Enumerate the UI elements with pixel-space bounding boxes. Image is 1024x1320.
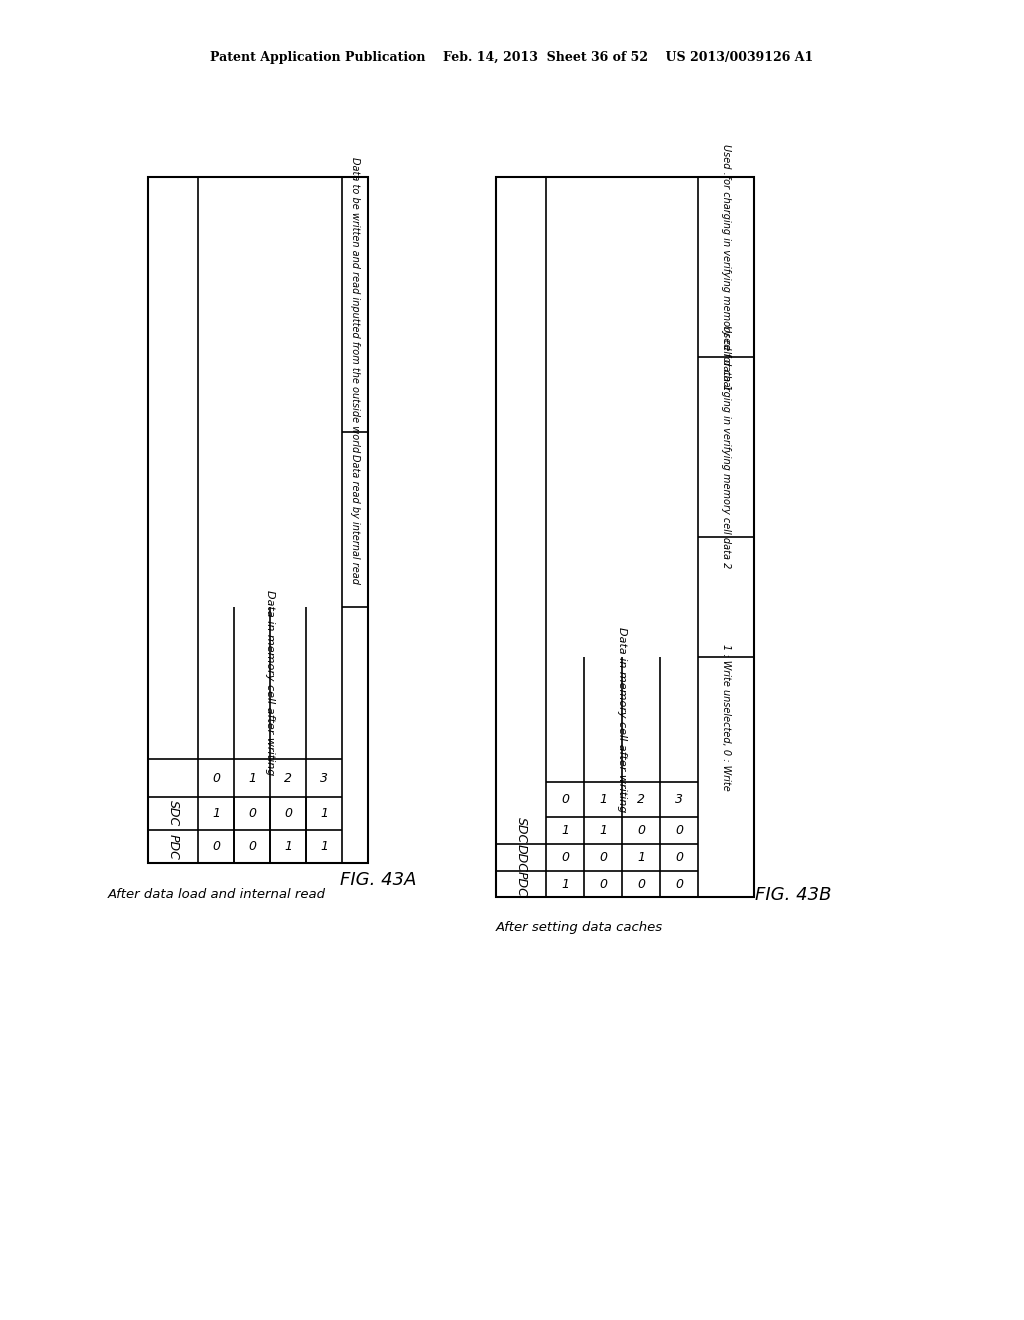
- Text: 3: 3: [675, 793, 683, 807]
- Text: 0: 0: [284, 807, 292, 820]
- Text: 2: 2: [637, 793, 645, 807]
- Text: 0: 0: [637, 878, 645, 891]
- Text: Data in memory cell after writing: Data in memory cell after writing: [617, 627, 627, 812]
- Text: 1: 1: [561, 878, 569, 891]
- Text: 1: 1: [319, 840, 328, 853]
- Text: 0: 0: [561, 793, 569, 807]
- Text: After data load and internal read: After data load and internal read: [108, 888, 326, 902]
- Text: 0: 0: [675, 878, 683, 891]
- Text: Data read by internal read: Data read by internal read: [350, 454, 360, 585]
- Text: 0: 0: [212, 840, 220, 853]
- Text: After setting data caches: After setting data caches: [496, 921, 664, 935]
- Text: 0: 0: [599, 878, 607, 891]
- Text: Patent Application Publication    Feb. 14, 2013  Sheet 36 of 52    US 2013/00391: Patent Application Publication Feb. 14, …: [210, 51, 814, 65]
- Bar: [496, 177, 754, 898]
- Text: 0: 0: [675, 824, 683, 837]
- Text: 3: 3: [319, 771, 328, 784]
- Text: 1 : Write unselected, 0 : Write: 1 : Write unselected, 0 : Write: [721, 644, 731, 791]
- Text: 0: 0: [212, 771, 220, 784]
- Text: FIG. 43A: FIG. 43A: [340, 871, 416, 888]
- Text: Used for charging in verifying memory cell data 2: Used for charging in verifying memory ce…: [721, 325, 731, 569]
- Text: 0: 0: [637, 824, 645, 837]
- Text: 0: 0: [561, 851, 569, 865]
- Text: Data in memory cell after writing: Data in memory cell after writing: [265, 590, 275, 776]
- Text: 1: 1: [212, 807, 220, 820]
- Text: PDC: PDC: [167, 833, 179, 859]
- Text: 1: 1: [599, 793, 607, 807]
- Text: 0: 0: [248, 807, 256, 820]
- Text: 0: 0: [675, 851, 683, 865]
- Text: 1: 1: [284, 840, 292, 853]
- Text: 1: 1: [248, 771, 256, 784]
- Text: Data to be written and read inputted from the outside world: Data to be written and read inputted fro…: [350, 157, 360, 453]
- Text: 1: 1: [637, 851, 645, 865]
- Text: 2: 2: [284, 771, 292, 784]
- Bar: [148, 177, 368, 863]
- Text: PDC: PDC: [514, 871, 527, 896]
- Text: 0: 0: [248, 840, 256, 853]
- Text: 1: 1: [319, 807, 328, 820]
- Text: SDC: SDC: [167, 800, 179, 826]
- Text: SDC: SDC: [514, 817, 527, 843]
- Text: Used .for charging in verifying memory cell data 1: Used .for charging in verifying memory c…: [721, 144, 731, 391]
- Text: FIG. 43B: FIG. 43B: [755, 886, 831, 904]
- Text: 0: 0: [599, 851, 607, 865]
- Text: DDC: DDC: [514, 843, 527, 871]
- Text: 1: 1: [599, 824, 607, 837]
- Text: 1: 1: [561, 824, 569, 837]
